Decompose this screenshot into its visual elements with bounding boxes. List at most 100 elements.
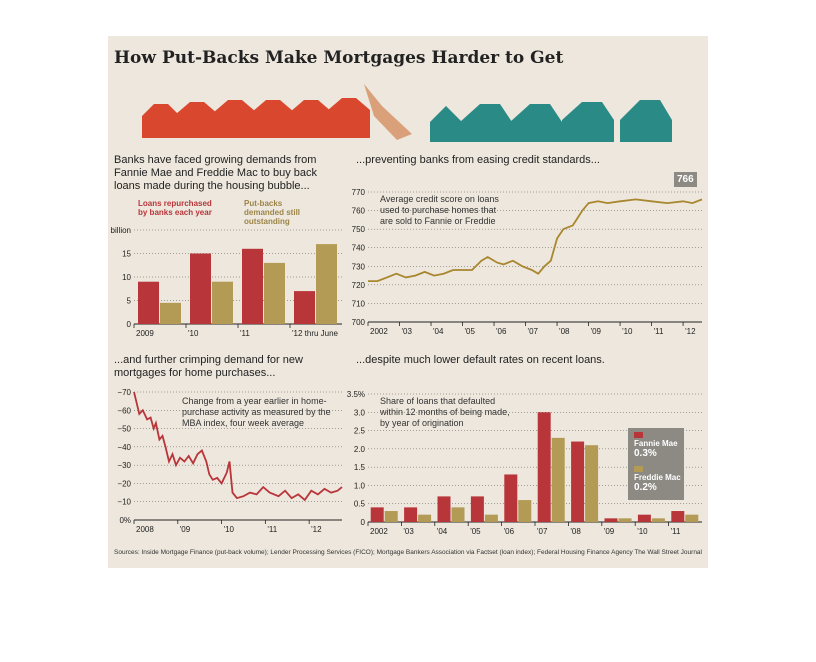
purchase-ytick-label: −40 bbox=[117, 443, 131, 452]
credit-xtick-label: '11 bbox=[654, 327, 664, 336]
chart-putbacks: 0 5 10 15 $20 billion 2009 '10 '11 '12 thru June bbox=[108, 226, 342, 338]
putbacks-xtick-label: '10 bbox=[188, 329, 199, 338]
defaults-xtick-label: '10 bbox=[637, 527, 648, 536]
purchase-ytick-label: −60 bbox=[117, 406, 131, 415]
defaults-ytick-label: 3.5% bbox=[347, 390, 365, 399]
defaults-bar-b bbox=[651, 518, 665, 522]
legend-label-fannie: Fannie Mae bbox=[634, 439, 678, 448]
credit-ytick-label: 720 bbox=[352, 281, 366, 290]
legend-label-freddie: Freddie Mac bbox=[634, 473, 681, 482]
putbacks-ytick-label: 0 bbox=[127, 320, 132, 329]
credit-xtick-label: '03 bbox=[402, 327, 413, 336]
defaults-xtick-label: '07 bbox=[537, 527, 548, 536]
credit-ytick-label: 760 bbox=[352, 207, 366, 216]
putbacks-bar-b bbox=[264, 262, 285, 324]
defaults-bar-b bbox=[551, 437, 565, 522]
panel3-note: Change from a year earlier in home-purch… bbox=[182, 396, 331, 428]
panel3-title: ...and further crimping demand for new m… bbox=[114, 354, 303, 379]
purchase-xtick-label: '11 bbox=[267, 525, 277, 534]
legend-swatch-fannie bbox=[634, 432, 643, 438]
defaults-xtick-label: '03 bbox=[403, 527, 414, 536]
purchase-ytick-label: −50 bbox=[117, 425, 131, 434]
putbacks-bar-a bbox=[242, 248, 263, 324]
defaults-xtick-label: 2002 bbox=[370, 527, 388, 536]
source-note: Sources: Inside Mortgage Finance (put-ba… bbox=[114, 549, 633, 556]
panel4-note: Share of loans that defaulted within 12 … bbox=[380, 396, 510, 428]
putbacks-bar-a bbox=[138, 281, 159, 324]
purchase-xtick-label: 2008 bbox=[136, 525, 154, 534]
credit-xtick-label: '06 bbox=[496, 327, 507, 336]
infographic-title: How Put-Backs Make Mortgages Harder to G… bbox=[114, 48, 564, 68]
putbacks-bar-b bbox=[212, 281, 233, 324]
defaults-ytick-label: 2.0 bbox=[354, 445, 366, 454]
credit-score-callout: 766 bbox=[674, 172, 697, 187]
defaults-bar-a bbox=[604, 518, 618, 522]
chart-credit-score: 700 710 720 730 740 750 760 770 2002 '03 '04 '05 '06… bbox=[352, 188, 703, 336]
panel4-title: ...despite much lower default rates on r… bbox=[356, 354, 605, 366]
credit-xtick-label: '07 bbox=[528, 327, 539, 336]
credit-xtick-label: 2002 bbox=[370, 327, 388, 336]
putbacks-bar-a bbox=[294, 291, 315, 324]
legend-swatch-freddie bbox=[634, 466, 643, 472]
defaults-bar-a bbox=[637, 514, 651, 522]
publisher-credit: The Wall Street Journal bbox=[634, 549, 702, 556]
infographic-panel: How Put-Backs Make Mortgages Harder to G… bbox=[108, 36, 708, 568]
defaults-bar-a bbox=[404, 507, 418, 522]
defaults-ytick-label: 0.5 bbox=[354, 500, 366, 509]
defaults-xtick-label: '04 bbox=[437, 527, 448, 536]
defaults-ytick-label: 1.0 bbox=[354, 481, 366, 490]
purchase-xtick-label: '09 bbox=[180, 525, 191, 534]
defaults-xtick-label: '09 bbox=[604, 527, 615, 536]
purchase-ytick-label: −70 bbox=[117, 388, 131, 397]
panel1-legend-repurchased: Loans repurchased by banks each year bbox=[138, 199, 212, 217]
defaults-bar-b bbox=[518, 500, 532, 522]
credit-series-line bbox=[368, 198, 703, 282]
putbacks-xtick-label: '12 thru June bbox=[292, 329, 339, 338]
defaults-xtick-label: '08 bbox=[570, 527, 581, 536]
defaults-bar-a bbox=[571, 441, 585, 522]
defaults-bar-a bbox=[504, 474, 518, 522]
panel1-title: Banks have faced growing demands from Fa… bbox=[114, 154, 318, 192]
putbacks-ytick-label: 10 bbox=[122, 273, 131, 282]
credit-ytick-label: 770 bbox=[352, 188, 366, 197]
defaults-bar-b bbox=[484, 514, 498, 522]
putbacks-ytick-label: 15 bbox=[122, 250, 131, 259]
credit-ytick-label: 730 bbox=[352, 262, 366, 271]
putbacks-xtick-label: '11 bbox=[240, 329, 250, 338]
teal-houses bbox=[430, 100, 672, 142]
defaults-bar-b bbox=[585, 445, 599, 522]
credit-ytick-label: 700 bbox=[352, 318, 366, 327]
red-houses bbox=[142, 98, 370, 138]
putbacks-xtick-label: 2009 bbox=[136, 329, 154, 338]
chart-default-rates: 0 0.5 1.0 1.5 2.0 2.5 3.0 3.5% 2002 '03 '04 '05 '06 '… bbox=[347, 390, 702, 536]
defaults-bar-b bbox=[685, 514, 699, 522]
putbacks-ytick-label: $20 billion bbox=[108, 226, 131, 235]
panel2-title: ...preventing banks from easing credit s… bbox=[356, 154, 600, 166]
purchase-xtick-label: '10 bbox=[224, 525, 235, 534]
purchase-ytick-label: −10 bbox=[117, 498, 131, 507]
defaults-xtick-label: '05 bbox=[470, 527, 481, 536]
defaults-bar-a bbox=[671, 511, 685, 522]
panel1-legend-outstanding: Put-backs demanded still outstanding bbox=[244, 199, 301, 226]
defaults-bar-a bbox=[437, 496, 451, 522]
legend-value-fannie: 0.3% bbox=[634, 448, 657, 459]
defaults-ytick-label: 0 bbox=[361, 518, 366, 527]
panel2-note: Average credit score on loans used to pu… bbox=[380, 194, 499, 226]
houses-illustration bbox=[142, 84, 672, 142]
defaults-bar-a bbox=[537, 412, 551, 522]
credit-xtick-label: '05 bbox=[465, 327, 476, 336]
credit-xtick-label: '04 bbox=[433, 327, 444, 336]
defaults-bar-b bbox=[384, 511, 398, 522]
legend-value-freddie: 0.2% bbox=[634, 482, 657, 493]
credit-xtick-label: '10 bbox=[622, 327, 633, 336]
credit-xtick-label: '08 bbox=[559, 327, 570, 336]
purchase-ytick-label: −30 bbox=[117, 461, 131, 470]
defaults-ytick-label: 2.5 bbox=[354, 427, 366, 436]
credit-xtick-label: '12 bbox=[685, 327, 696, 336]
defaults-bar-b bbox=[418, 514, 432, 522]
defaults-bar-b bbox=[618, 518, 632, 522]
defaults-ytick-label: 3.0 bbox=[354, 408, 366, 417]
credit-ytick-label: 750 bbox=[352, 225, 366, 234]
defaults-ytick-label: 1.5 bbox=[354, 463, 366, 472]
defaults-xtick-label: '11 bbox=[671, 527, 681, 536]
